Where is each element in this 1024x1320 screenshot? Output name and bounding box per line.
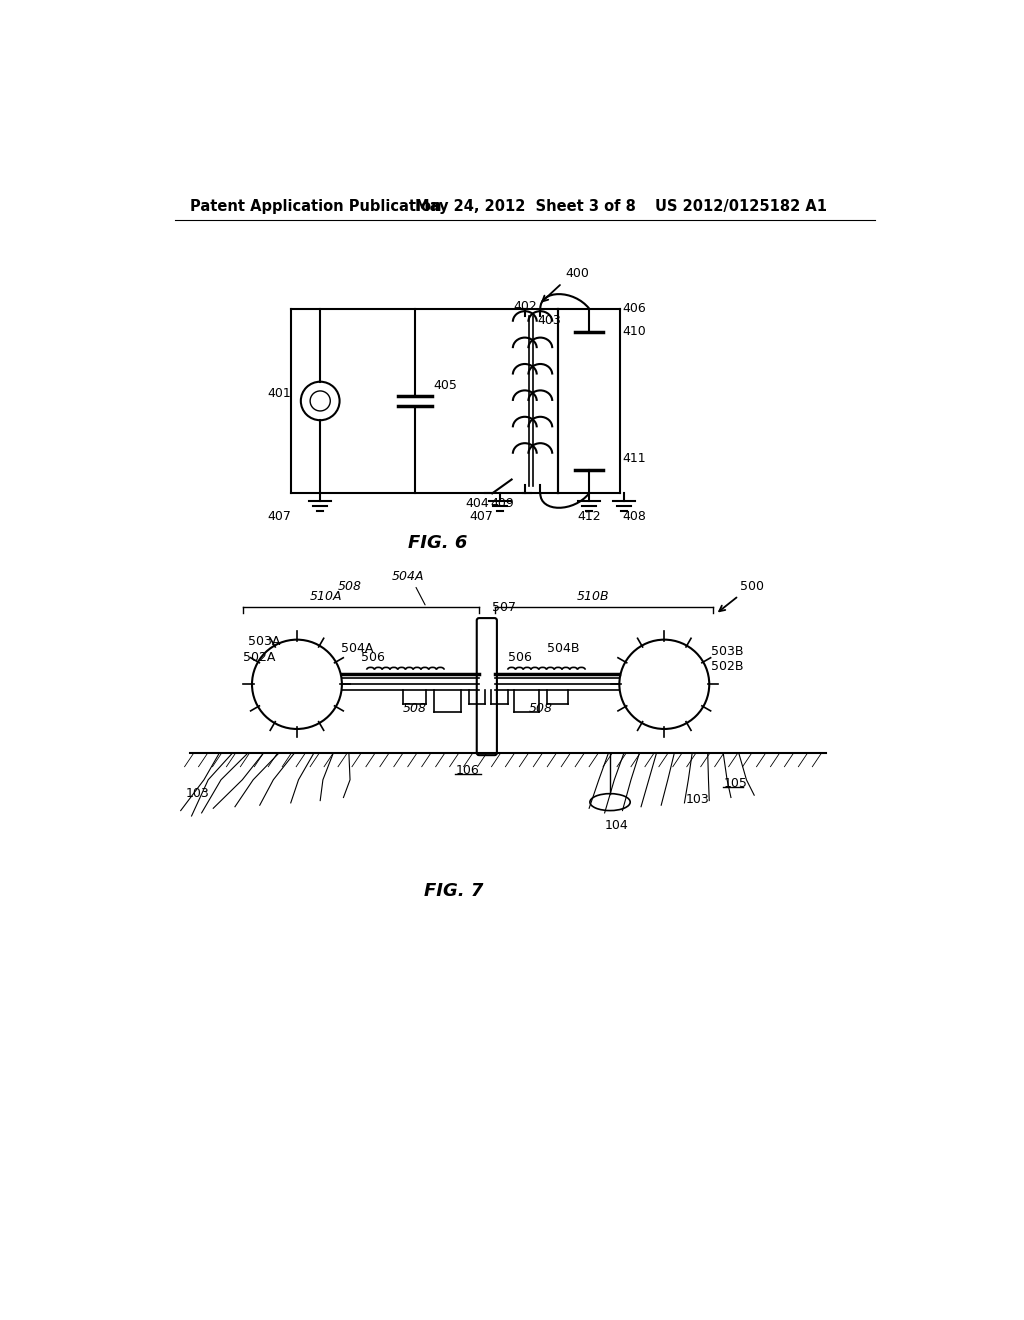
Text: 400: 400 bbox=[565, 267, 589, 280]
Circle shape bbox=[620, 640, 710, 729]
Text: 508: 508 bbox=[402, 702, 427, 714]
Text: FIG. 7: FIG. 7 bbox=[424, 883, 483, 900]
Text: 508: 508 bbox=[529, 702, 553, 714]
Text: 405: 405 bbox=[433, 379, 458, 392]
Text: 408: 408 bbox=[623, 510, 646, 523]
Circle shape bbox=[252, 640, 342, 729]
Text: 403: 403 bbox=[538, 314, 561, 326]
Text: 503B: 503B bbox=[711, 644, 743, 657]
Text: May 24, 2012  Sheet 3 of 8: May 24, 2012 Sheet 3 of 8 bbox=[415, 198, 636, 214]
Text: 411: 411 bbox=[623, 453, 646, 465]
Text: 404: 404 bbox=[465, 496, 488, 510]
FancyBboxPatch shape bbox=[477, 618, 497, 755]
Text: 506: 506 bbox=[508, 651, 531, 664]
Text: Patent Application Publication: Patent Application Publication bbox=[190, 198, 441, 214]
Text: US 2012/0125182 A1: US 2012/0125182 A1 bbox=[655, 198, 827, 214]
Text: 402: 402 bbox=[513, 300, 537, 313]
Ellipse shape bbox=[590, 793, 630, 810]
Text: 407: 407 bbox=[469, 510, 493, 523]
Text: 410: 410 bbox=[623, 325, 646, 338]
Text: 510A: 510A bbox=[309, 590, 342, 603]
Text: 504A: 504A bbox=[341, 643, 374, 656]
Text: 105: 105 bbox=[723, 777, 748, 791]
Text: 406: 406 bbox=[623, 302, 646, 315]
Text: 500: 500 bbox=[740, 581, 764, 594]
Text: 502A: 502A bbox=[243, 651, 275, 664]
Text: 106: 106 bbox=[456, 764, 479, 777]
Text: 510B: 510B bbox=[577, 590, 609, 603]
Text: 412: 412 bbox=[578, 510, 601, 523]
Text: 507: 507 bbox=[493, 601, 516, 614]
Text: 502B: 502B bbox=[711, 660, 743, 673]
Text: 103: 103 bbox=[686, 792, 710, 805]
Text: 504B: 504B bbox=[547, 643, 579, 656]
Text: 504A: 504A bbox=[391, 570, 424, 583]
Text: 508: 508 bbox=[337, 581, 361, 594]
Text: 503A: 503A bbox=[248, 635, 281, 648]
Text: 407: 407 bbox=[267, 510, 292, 523]
Text: 506: 506 bbox=[360, 651, 384, 664]
Text: 103: 103 bbox=[186, 787, 210, 800]
Text: 409: 409 bbox=[490, 496, 514, 510]
Text: FIG. 6: FIG. 6 bbox=[409, 535, 468, 552]
Text: 104: 104 bbox=[604, 818, 629, 832]
Text: 401: 401 bbox=[267, 387, 291, 400]
